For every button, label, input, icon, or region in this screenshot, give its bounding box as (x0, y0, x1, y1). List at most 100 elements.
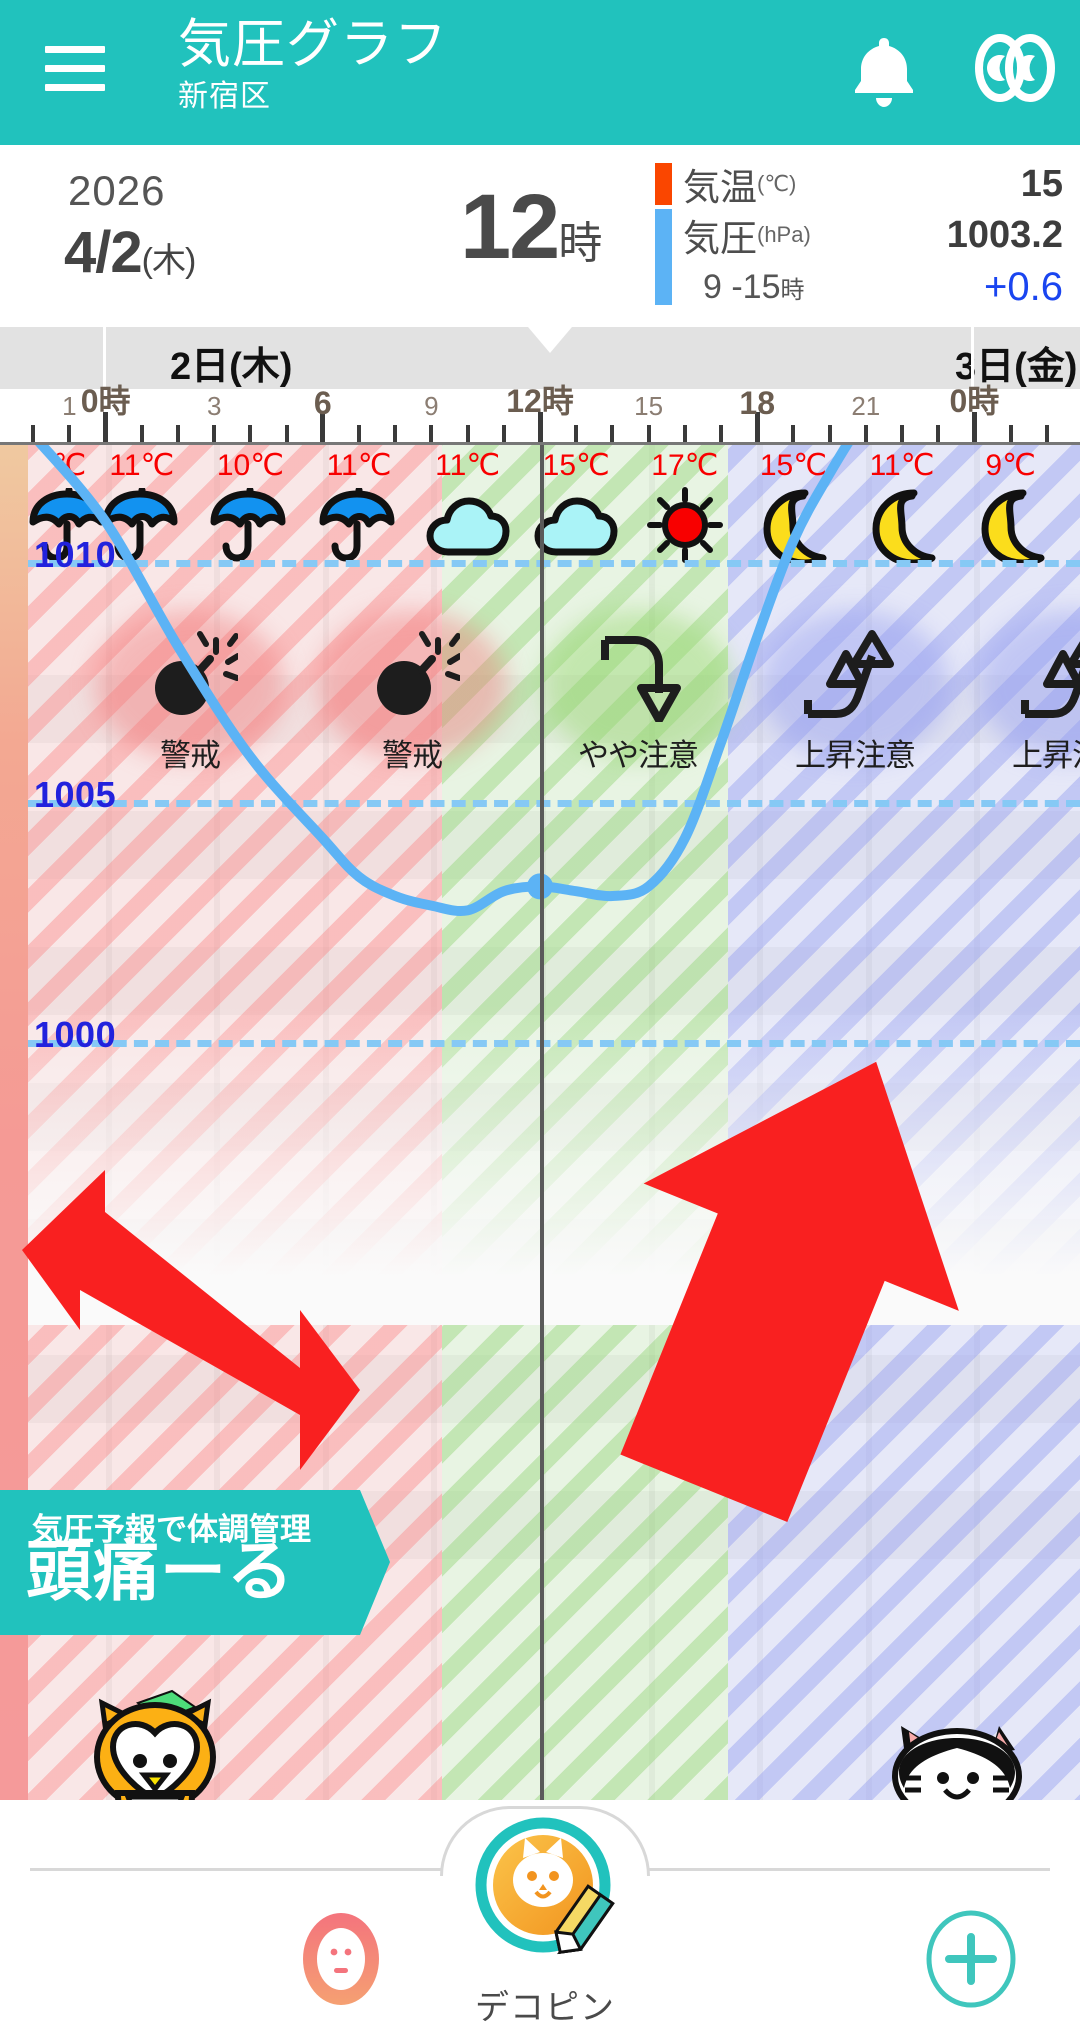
ruler-tick (971, 412, 977, 442)
ruler-hour-label: 18 (739, 385, 775, 421)
hour-ruler[interactable]: 1 0時 3 6 9 12時 15 18 21 0時 (0, 383, 1080, 445)
ruler-tick (900, 425, 904, 442)
ruler-tick (429, 425, 434, 442)
hourly-temp: 11℃ (869, 449, 935, 482)
ruler-tick (863, 425, 868, 442)
day-label: 2日(木) (170, 346, 293, 388)
day-separator (102, 327, 106, 389)
ruler-tick (284, 425, 289, 442)
hamburger-bar (45, 84, 105, 91)
page-title: 気圧グラフ (178, 15, 448, 74)
ruler-tick (1008, 425, 1013, 442)
ruler-hour-label: 12時 (506, 383, 574, 419)
pressure-gridline (28, 1040, 1080, 1047)
pressure-label: 気圧 (683, 218, 757, 259)
moon-icon (1064, 445, 1080, 521)
logo-name: 頭痛ーる (26, 1534, 294, 1608)
hourly-weather-cell: 10℃ (195, 445, 305, 563)
legend-row-delta: 9 -15 時 +0.6 (683, 261, 1075, 313)
ruler-hour-label: 6 (313, 385, 332, 421)
hourly-temp: 9℃ (985, 449, 1036, 482)
pressure-chart[interactable]: ℃ 11℃ 10℃ 11℃ 11℃ 15℃ 17℃ 15℃ 11℃ 9℃ 1010 1005 1000… (0, 445, 1080, 1800)
logo-tagline: 気圧予報で体調管理 (32, 1512, 311, 1547)
ruler-tick (176, 425, 180, 442)
hourly-weather-cell: 15℃ (521, 445, 631, 563)
warning-label: 警戒 (160, 738, 221, 773)
ruler-tick (139, 425, 144, 442)
ruler-hour-label: 9 (424, 391, 439, 421)
pressure-gridline (28, 560, 1080, 567)
ruler-hour-label: 15 (634, 391, 664, 421)
binoculars-icon[interactable] (975, 32, 1055, 104)
hourly-weather-cell: 11℃ (847, 445, 957, 563)
ruler-tick (827, 425, 832, 442)
ruler-tick (320, 412, 326, 442)
hourly-temp: 10℃ (216, 449, 284, 482)
rise-arrow-icon (982, 620, 1080, 730)
cloud-icon (521, 487, 631, 563)
ruler-tick (393, 425, 398, 442)
face-condition-button[interactable] (300, 1910, 382, 2008)
warning-badge: 警戒 (95, 610, 285, 775)
ruler-tick (719, 425, 723, 442)
rise-arrow-icon (765, 620, 945, 730)
year-label: 2026 (68, 167, 166, 214)
warning-badge: やや注意 (543, 610, 733, 775)
warning-badge: 上昇注意 (760, 610, 950, 775)
legend-row-pressure: 気圧 (hPa) 1003.2 (683, 209, 1075, 261)
day-of-week: (木) (141, 242, 197, 280)
pressure-color-swatch (655, 209, 672, 305)
ruler-hour-label: 3 (206, 391, 222, 421)
zone-fade (442, 1005, 729, 1325)
umbrella-icon (195, 487, 305, 563)
hourly-temp: 11℃ (109, 449, 175, 482)
pressure-gridline-label: 1000 (34, 1014, 117, 1055)
now-vertical-line (540, 445, 544, 1800)
umbrella-icon (304, 487, 414, 563)
ruler-tick (682, 425, 687, 442)
temp-value: 15 (1020, 162, 1063, 205)
hourly-temp: 11℃ (435, 449, 501, 482)
ruler-hour-label: 0時 (949, 383, 1000, 419)
month-day: 4/2 (64, 220, 143, 285)
add-record-button[interactable] (925, 1910, 1017, 2008)
warning-label: 警戒 (382, 738, 443, 773)
app-header: 気圧グラフ 新宿区 (0, 0, 1080, 145)
zone-fade (728, 1005, 1080, 1325)
bell-icon[interactable] (850, 32, 918, 108)
turn-down-icon (548, 620, 728, 730)
day-separator (971, 327, 975, 389)
ruler-hour-label: 21 (851, 391, 881, 421)
ruler-tick (248, 425, 253, 442)
bomb-icon (322, 620, 502, 730)
hourly-weather-cell: 17℃ (630, 445, 740, 563)
warning-badge: 上昇注意 (977, 610, 1080, 775)
ruler-tick (646, 425, 651, 442)
now-marker-notch (528, 327, 572, 353)
ruler-tick (212, 425, 217, 442)
pressure-value: 1003.2 (946, 213, 1063, 256)
decopin-button[interactable] (468, 1780, 618, 1970)
day-label: 3日(金) (955, 346, 1078, 388)
warning-label: 上昇注意 (1012, 738, 1080, 773)
bomb-icon (100, 620, 280, 730)
decopin-label: デコピン (475, 1989, 615, 2022)
legend-row-temp: 気温 (℃) 15 (655, 159, 1075, 209)
pressure-gridline (28, 800, 1080, 807)
hourly-weather-cell: 11℃ (304, 445, 414, 563)
temp-unit: (℃) (757, 171, 797, 196)
hourly-weather-cell: 15℃ (738, 445, 848, 563)
hour-unit: 時 (558, 219, 603, 268)
owl-mascot (60, 1685, 250, 1800)
ruler-tick (31, 425, 36, 442)
sun-icon (630, 487, 740, 563)
moon-icon (738, 487, 848, 563)
delta-value: +0.6 (984, 264, 1063, 309)
temp-color-swatch (655, 163, 672, 205)
pressure-gridline-label: 1005 (34, 774, 117, 815)
moon-icon (956, 487, 1066, 563)
ruler-hour-label: 0時 (80, 383, 131, 419)
hamburger-icon[interactable] (45, 46, 105, 94)
delta-range-label: 9 -15 (703, 267, 781, 306)
hourly-weather-cell: 9℃ (956, 445, 1066, 563)
